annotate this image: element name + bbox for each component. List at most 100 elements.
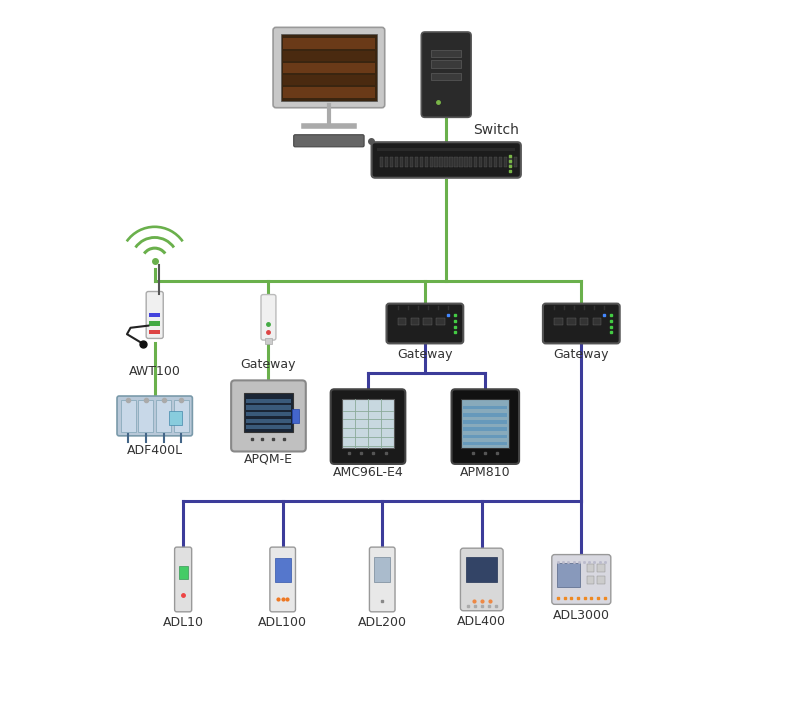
Bar	[598, 576, 605, 584]
Bar	[174, 400, 189, 432]
Bar	[463, 434, 507, 438]
Bar	[283, 87, 374, 97]
Bar	[178, 566, 188, 579]
Bar	[490, 157, 493, 167]
Bar	[484, 157, 487, 167]
Text: ADL200: ADL200	[358, 616, 406, 629]
Bar	[494, 157, 498, 167]
Bar	[554, 318, 563, 325]
Bar	[156, 400, 171, 432]
Text: ADL3000: ADL3000	[553, 609, 610, 622]
Bar	[283, 63, 374, 73]
Bar	[121, 400, 135, 432]
Bar	[149, 313, 160, 317]
Text: Gateway: Gateway	[241, 358, 296, 370]
FancyBboxPatch shape	[422, 32, 471, 117]
Text: Gateway: Gateway	[554, 348, 609, 361]
Bar	[436, 318, 445, 325]
FancyBboxPatch shape	[552, 555, 611, 604]
Text: Switch: Switch	[473, 122, 519, 137]
Text: ADL400: ADL400	[458, 615, 506, 628]
Bar	[567, 318, 576, 325]
Bar	[291, 409, 298, 423]
Text: ADF400L: ADF400L	[126, 444, 182, 457]
Bar	[274, 558, 290, 582]
Bar	[459, 157, 462, 167]
Bar	[470, 157, 473, 167]
Bar	[580, 318, 589, 325]
Bar	[283, 75, 374, 85]
Bar	[419, 157, 422, 167]
Bar	[374, 557, 390, 582]
Bar	[246, 419, 290, 423]
Bar	[410, 318, 419, 325]
Bar	[586, 576, 594, 584]
FancyBboxPatch shape	[146, 292, 163, 338]
Bar	[454, 157, 458, 167]
FancyBboxPatch shape	[261, 294, 276, 340]
Bar	[430, 157, 433, 167]
Bar	[281, 33, 377, 101]
Bar	[246, 412, 290, 416]
Text: APM810: APM810	[460, 466, 510, 479]
Bar	[246, 399, 290, 403]
FancyBboxPatch shape	[294, 135, 364, 147]
Bar	[138, 400, 154, 432]
FancyBboxPatch shape	[273, 27, 385, 107]
Bar	[398, 318, 406, 325]
Bar	[445, 157, 447, 167]
Bar	[266, 338, 272, 343]
Bar	[479, 157, 482, 167]
FancyBboxPatch shape	[231, 380, 306, 451]
FancyBboxPatch shape	[330, 390, 406, 464]
Bar	[463, 427, 507, 431]
FancyBboxPatch shape	[386, 304, 463, 343]
Bar	[342, 400, 394, 448]
Bar	[463, 442, 507, 445]
Bar	[466, 557, 498, 582]
FancyBboxPatch shape	[174, 547, 192, 611]
Bar	[425, 157, 427, 167]
Bar	[557, 563, 580, 587]
Bar	[399, 157, 402, 167]
Bar	[246, 405, 290, 410]
Bar	[463, 413, 507, 417]
Bar	[394, 157, 398, 167]
Bar	[450, 157, 453, 167]
Bar	[244, 393, 293, 432]
Bar	[474, 157, 478, 167]
Bar	[598, 564, 605, 572]
Text: ADL100: ADL100	[258, 616, 307, 629]
Bar	[246, 425, 290, 429]
FancyBboxPatch shape	[270, 547, 295, 611]
Text: AWT100: AWT100	[129, 365, 181, 378]
FancyBboxPatch shape	[543, 304, 620, 343]
Bar	[405, 157, 408, 167]
Bar	[514, 157, 518, 167]
Bar	[423, 318, 432, 325]
Bar	[465, 157, 467, 167]
Bar	[504, 157, 507, 167]
Bar	[510, 157, 513, 167]
Bar	[378, 148, 515, 151]
FancyBboxPatch shape	[370, 547, 395, 611]
Bar	[431, 50, 461, 57]
Bar	[410, 157, 413, 167]
Bar	[414, 157, 418, 167]
Bar	[149, 321, 160, 326]
Bar	[431, 60, 461, 68]
Bar	[461, 400, 510, 448]
Bar	[463, 406, 507, 410]
FancyBboxPatch shape	[117, 396, 192, 436]
Bar	[434, 157, 438, 167]
Bar	[431, 73, 461, 80]
Bar	[283, 38, 374, 48]
Text: ADL10: ADL10	[162, 616, 204, 629]
Bar	[169, 411, 182, 425]
Bar	[463, 420, 507, 424]
Bar	[283, 50, 374, 61]
Bar	[593, 318, 602, 325]
Bar	[499, 157, 502, 167]
Text: Gateway: Gateway	[397, 348, 453, 361]
FancyBboxPatch shape	[371, 142, 521, 178]
